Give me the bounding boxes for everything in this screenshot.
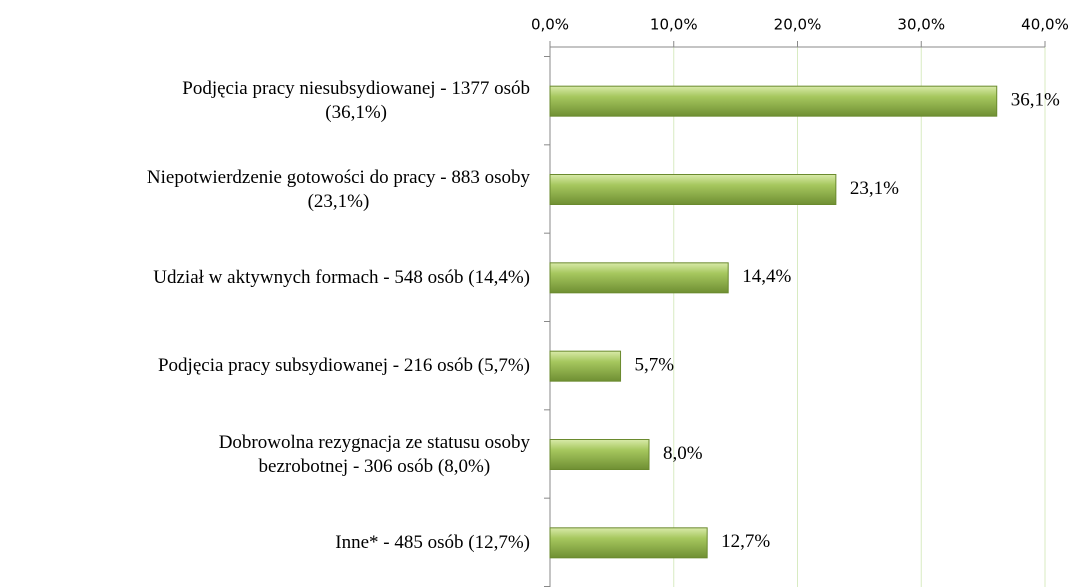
bar	[549, 527, 708, 559]
y-tick-label: Udział w aktywnych formach - 548 osób (1…	[153, 266, 530, 288]
x-tick-label: 40,0%	[1021, 16, 1069, 34]
y-tick-label: Podjęcia pracy niesubsydiowanej - 1377 o…	[182, 78, 530, 124]
value-label: 14,4%	[742, 266, 791, 287]
value-label: 8,0%	[663, 443, 703, 464]
bar	[549, 174, 837, 205]
bar	[549, 85, 998, 117]
y-tick-label: Niepotwierdzenie gotowości do pracy - 88…	[146, 166, 530, 212]
x-tick-label: 10,0%	[650, 16, 698, 34]
y-tick-label: Dobrowolna rezygnacja ze statusu osoby b…	[218, 431, 530, 477]
bar	[549, 262, 729, 294]
y-tick-label: Podjęcia pracy subsydiowanej - 216 osób …	[157, 355, 530, 377]
value-label: 36,1%	[1011, 90, 1060, 111]
x-tick-label: 0,0%	[531, 16, 569, 34]
value-label: 23,1%	[850, 178, 899, 199]
x-tick-label: 30,0%	[897, 16, 945, 34]
bar	[549, 439, 650, 470]
value-label: 12,7%	[721, 531, 770, 552]
bar	[549, 350, 622, 382]
x-tick-label: 20,0%	[774, 16, 822, 34]
value-label: 5,7%	[635, 355, 675, 376]
y-tick-label: Inne* - 485 osób (12,7%)	[335, 531, 530, 553]
